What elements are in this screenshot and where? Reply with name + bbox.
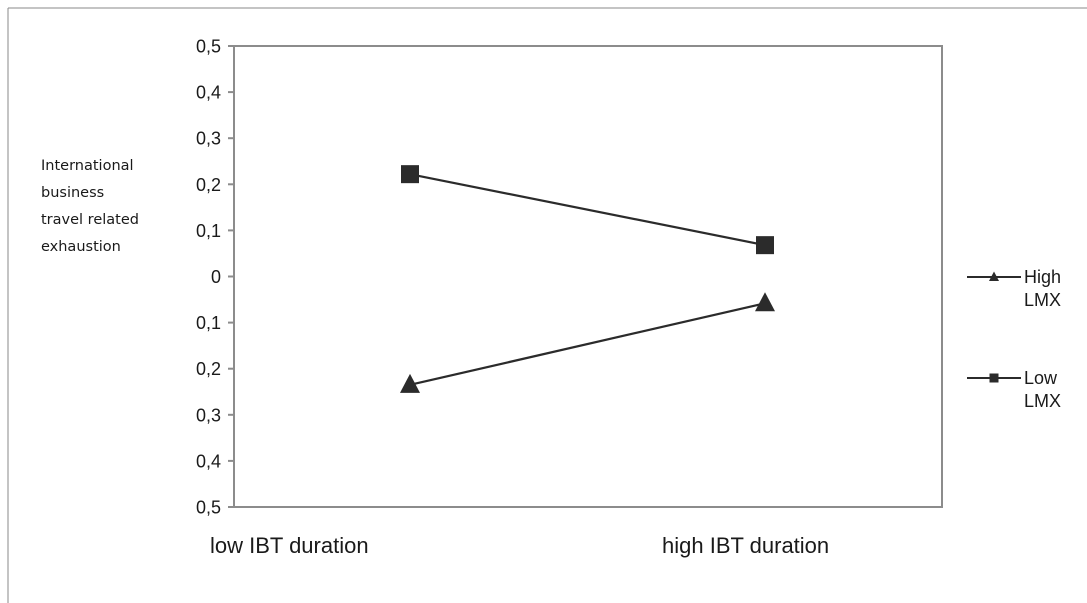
data-point-low-lmx: [756, 236, 774, 255]
y-axis-label: International business travel related exhau…: [41, 158, 139, 255]
legend: High LMX Low LMX: [967, 267, 1061, 411]
series-high-lmx: [400, 292, 775, 393]
y-tick-label: 0: [211, 267, 221, 287]
legend-entry-low-lmx: Low LMX: [967, 368, 1061, 411]
y-axis-label-line: business: [41, 185, 104, 201]
x-axis: low IBT duration high IBT duration: [210, 533, 829, 558]
y-tick-label: 0,5: [196, 37, 221, 57]
y-axis: 0,5 0,4 0,3 0,2 0,1 0 0,1 0,2 0,3 0,4 0,5: [196, 37, 234, 518]
legend-label-high-lmx: High: [1024, 267, 1061, 287]
plot-area: [233, 45, 943, 508]
legend-marker-low-lmx: [989, 373, 999, 383]
y-tick-label: 0,4: [196, 451, 221, 471]
series-line-low-lmx: [409, 173, 766, 247]
y-tick-label: 0,5: [196, 498, 221, 518]
x-category-label: low IBT duration: [210, 533, 369, 558]
legend-label-low-lmx: Low: [1024, 368, 1058, 388]
x-category-label: high IBT duration: [662, 533, 829, 558]
y-axis-label-line: exhaustion: [41, 239, 121, 255]
legend-label-low-lmx: LMX: [1024, 391, 1061, 411]
data-point-high-lmx: [755, 292, 775, 312]
legend-marker-high-lmx: [989, 271, 999, 281]
y-axis-label-line: International: [41, 158, 134, 174]
series-line-high-lmx: [409, 302, 766, 386]
y-tick-label: 0,2: [196, 359, 221, 379]
y-tick-label: 0,1: [196, 313, 221, 333]
y-tick-label: 0,2: [196, 175, 221, 195]
data-point-high-lmx: [400, 373, 420, 393]
legend-label-high-lmx: LMX: [1024, 290, 1061, 310]
y-tick-label: 0,1: [196, 221, 221, 241]
y-tick-label: 0,4: [196, 83, 221, 103]
legend-entry-high-lmx: High LMX: [967, 267, 1061, 310]
y-tick-label: 0,3: [196, 129, 221, 149]
y-tick-label: 0,3: [196, 405, 221, 425]
series-low-lmx: [401, 165, 774, 255]
data-point-low-lmx: [401, 165, 419, 184]
series-layer: [400, 165, 775, 393]
y-axis-label-line: travel related: [41, 212, 139, 228]
